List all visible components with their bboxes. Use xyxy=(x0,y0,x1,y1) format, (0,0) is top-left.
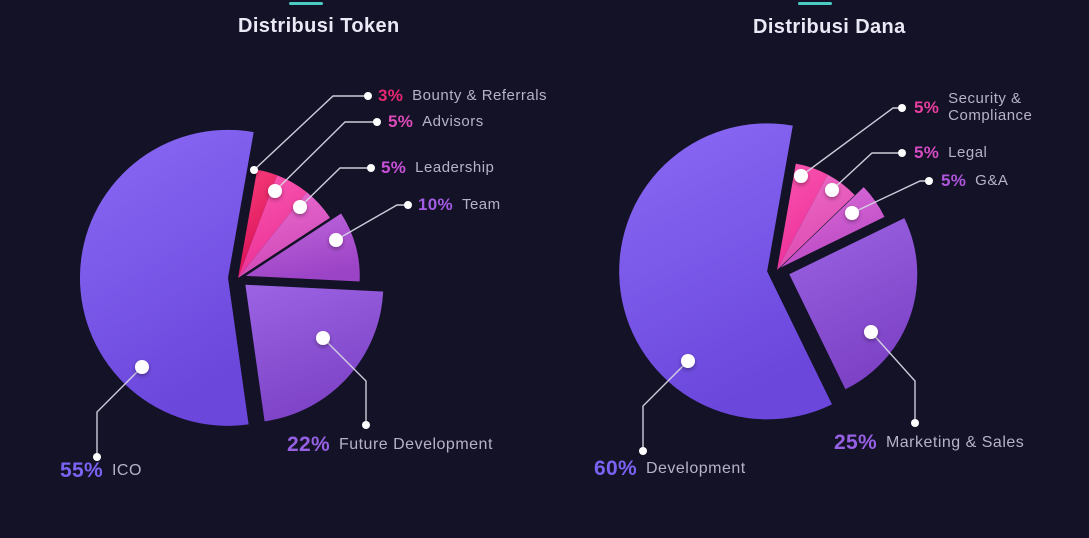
slice-dot-security-compliance xyxy=(794,169,808,183)
leader-line-security-compliance xyxy=(800,107,902,177)
label-marketing-sales: 25% Marketing & Sales xyxy=(834,431,1024,455)
label-dot-marketing-sales xyxy=(911,419,919,427)
slice-dot-future-development xyxy=(316,331,330,345)
leader-line-bounty-referrals xyxy=(253,95,368,171)
pie-slice-development xyxy=(619,123,832,420)
label-dot-advisors xyxy=(373,118,381,126)
slice-dot-marketing-sales xyxy=(864,325,878,339)
slice-dot-team xyxy=(329,233,343,247)
title-accent-bar-token xyxy=(289,2,323,5)
leader-line-legal xyxy=(831,152,902,191)
slice-dot-advisors xyxy=(268,184,282,198)
label-pct-leadership: 5% xyxy=(381,158,407,177)
pie-slice-legal xyxy=(777,174,855,270)
label-dot-legal xyxy=(898,149,906,157)
title-accent-bar-dana xyxy=(798,2,832,5)
label-ico: 55% ICO xyxy=(60,459,142,483)
label-bounty-referrals: 3% Bounty & Referrals xyxy=(378,86,547,106)
label-name-ico: ICO xyxy=(111,462,142,480)
slice-dot-bounty-referrals xyxy=(250,166,258,174)
pie-slice-advisors xyxy=(238,175,307,278)
pie-slice-g-a xyxy=(780,187,885,268)
leader-line-ico xyxy=(96,366,143,457)
label-name-marketing-sales: Marketing & Sales xyxy=(885,434,1025,452)
pie-slice-bounty-referrals xyxy=(238,169,278,278)
leader-line-advisors xyxy=(274,121,377,192)
label-pct-g-a: 5% xyxy=(941,171,967,190)
label-dot-development xyxy=(639,447,647,455)
pie-slice-ico xyxy=(79,129,254,426)
leader-line-future-development xyxy=(322,337,367,425)
label-dot-future-development xyxy=(362,421,370,429)
label-legal: 5% Legal xyxy=(914,143,987,163)
pie-slice-security-compliance xyxy=(777,163,828,270)
label-name-legal: Legal xyxy=(948,143,988,161)
label-security-compliance: 5% Security & Compliance xyxy=(914,90,1033,125)
label-dot-team xyxy=(404,201,412,209)
label-development: 60% Development xyxy=(594,457,746,481)
label-name-future-development: Future Development xyxy=(338,436,493,454)
label-advisors: 5% Advisors xyxy=(388,112,484,132)
label-pct-marketing-sales: 25% xyxy=(834,431,877,454)
label-pct-legal: 5% xyxy=(914,143,940,162)
label-leadership: 5% Leadership xyxy=(381,158,494,178)
slice-dot-leadership xyxy=(293,200,307,214)
label-name-leadership: Leadership xyxy=(415,158,495,176)
label-pct-bounty-referrals: 3% xyxy=(378,86,404,105)
label-future-development: 22% Future Development xyxy=(287,433,493,457)
label-name-g-a: G&A xyxy=(975,171,1009,189)
label-name-development: Development xyxy=(645,460,746,478)
label-pct-team: 10% xyxy=(418,195,453,214)
chart-title-dana: Distribusi Dana xyxy=(753,16,906,38)
label-name-team: Team xyxy=(461,195,501,213)
label-dot-leadership xyxy=(367,164,375,172)
pie-slice-leadership xyxy=(238,192,330,278)
label-pct-development: 60% xyxy=(594,457,637,480)
label-pct-security-compliance: 5% xyxy=(914,98,940,117)
leader-line-leadership xyxy=(299,167,371,208)
label-team: 10% Team xyxy=(418,195,501,215)
leader-line-development xyxy=(642,360,689,451)
slice-dot-ico xyxy=(135,360,149,374)
label-name-bounty-referrals: Bounty & Referrals xyxy=(412,86,548,104)
slice-dot-g-a xyxy=(845,206,859,220)
label-dot-ico xyxy=(93,453,101,461)
chart-title-token: Distribusi Token xyxy=(238,15,400,37)
slice-dot-development xyxy=(681,354,695,368)
label-g-a: 5% G&A xyxy=(941,171,1008,191)
label-dot-security-compliance xyxy=(898,104,906,112)
pie-slice-team xyxy=(245,213,360,282)
label-pct-ico: 55% xyxy=(60,459,103,482)
label-pct-future-development: 22% xyxy=(287,433,330,456)
label-name-advisors: Advisors xyxy=(422,112,484,130)
label-pct-advisors: 5% xyxy=(388,112,414,131)
pie-slice-marketing-sales xyxy=(789,218,918,390)
slice-dot-legal xyxy=(825,183,839,197)
label-name-security-compliance: Security & Compliance xyxy=(948,90,1033,124)
pie-slice-future-development xyxy=(245,284,384,422)
label-dot-bounty-referrals xyxy=(364,92,372,100)
label-dot-g-a xyxy=(925,177,933,185)
leader-line-marketing-sales xyxy=(870,331,916,423)
